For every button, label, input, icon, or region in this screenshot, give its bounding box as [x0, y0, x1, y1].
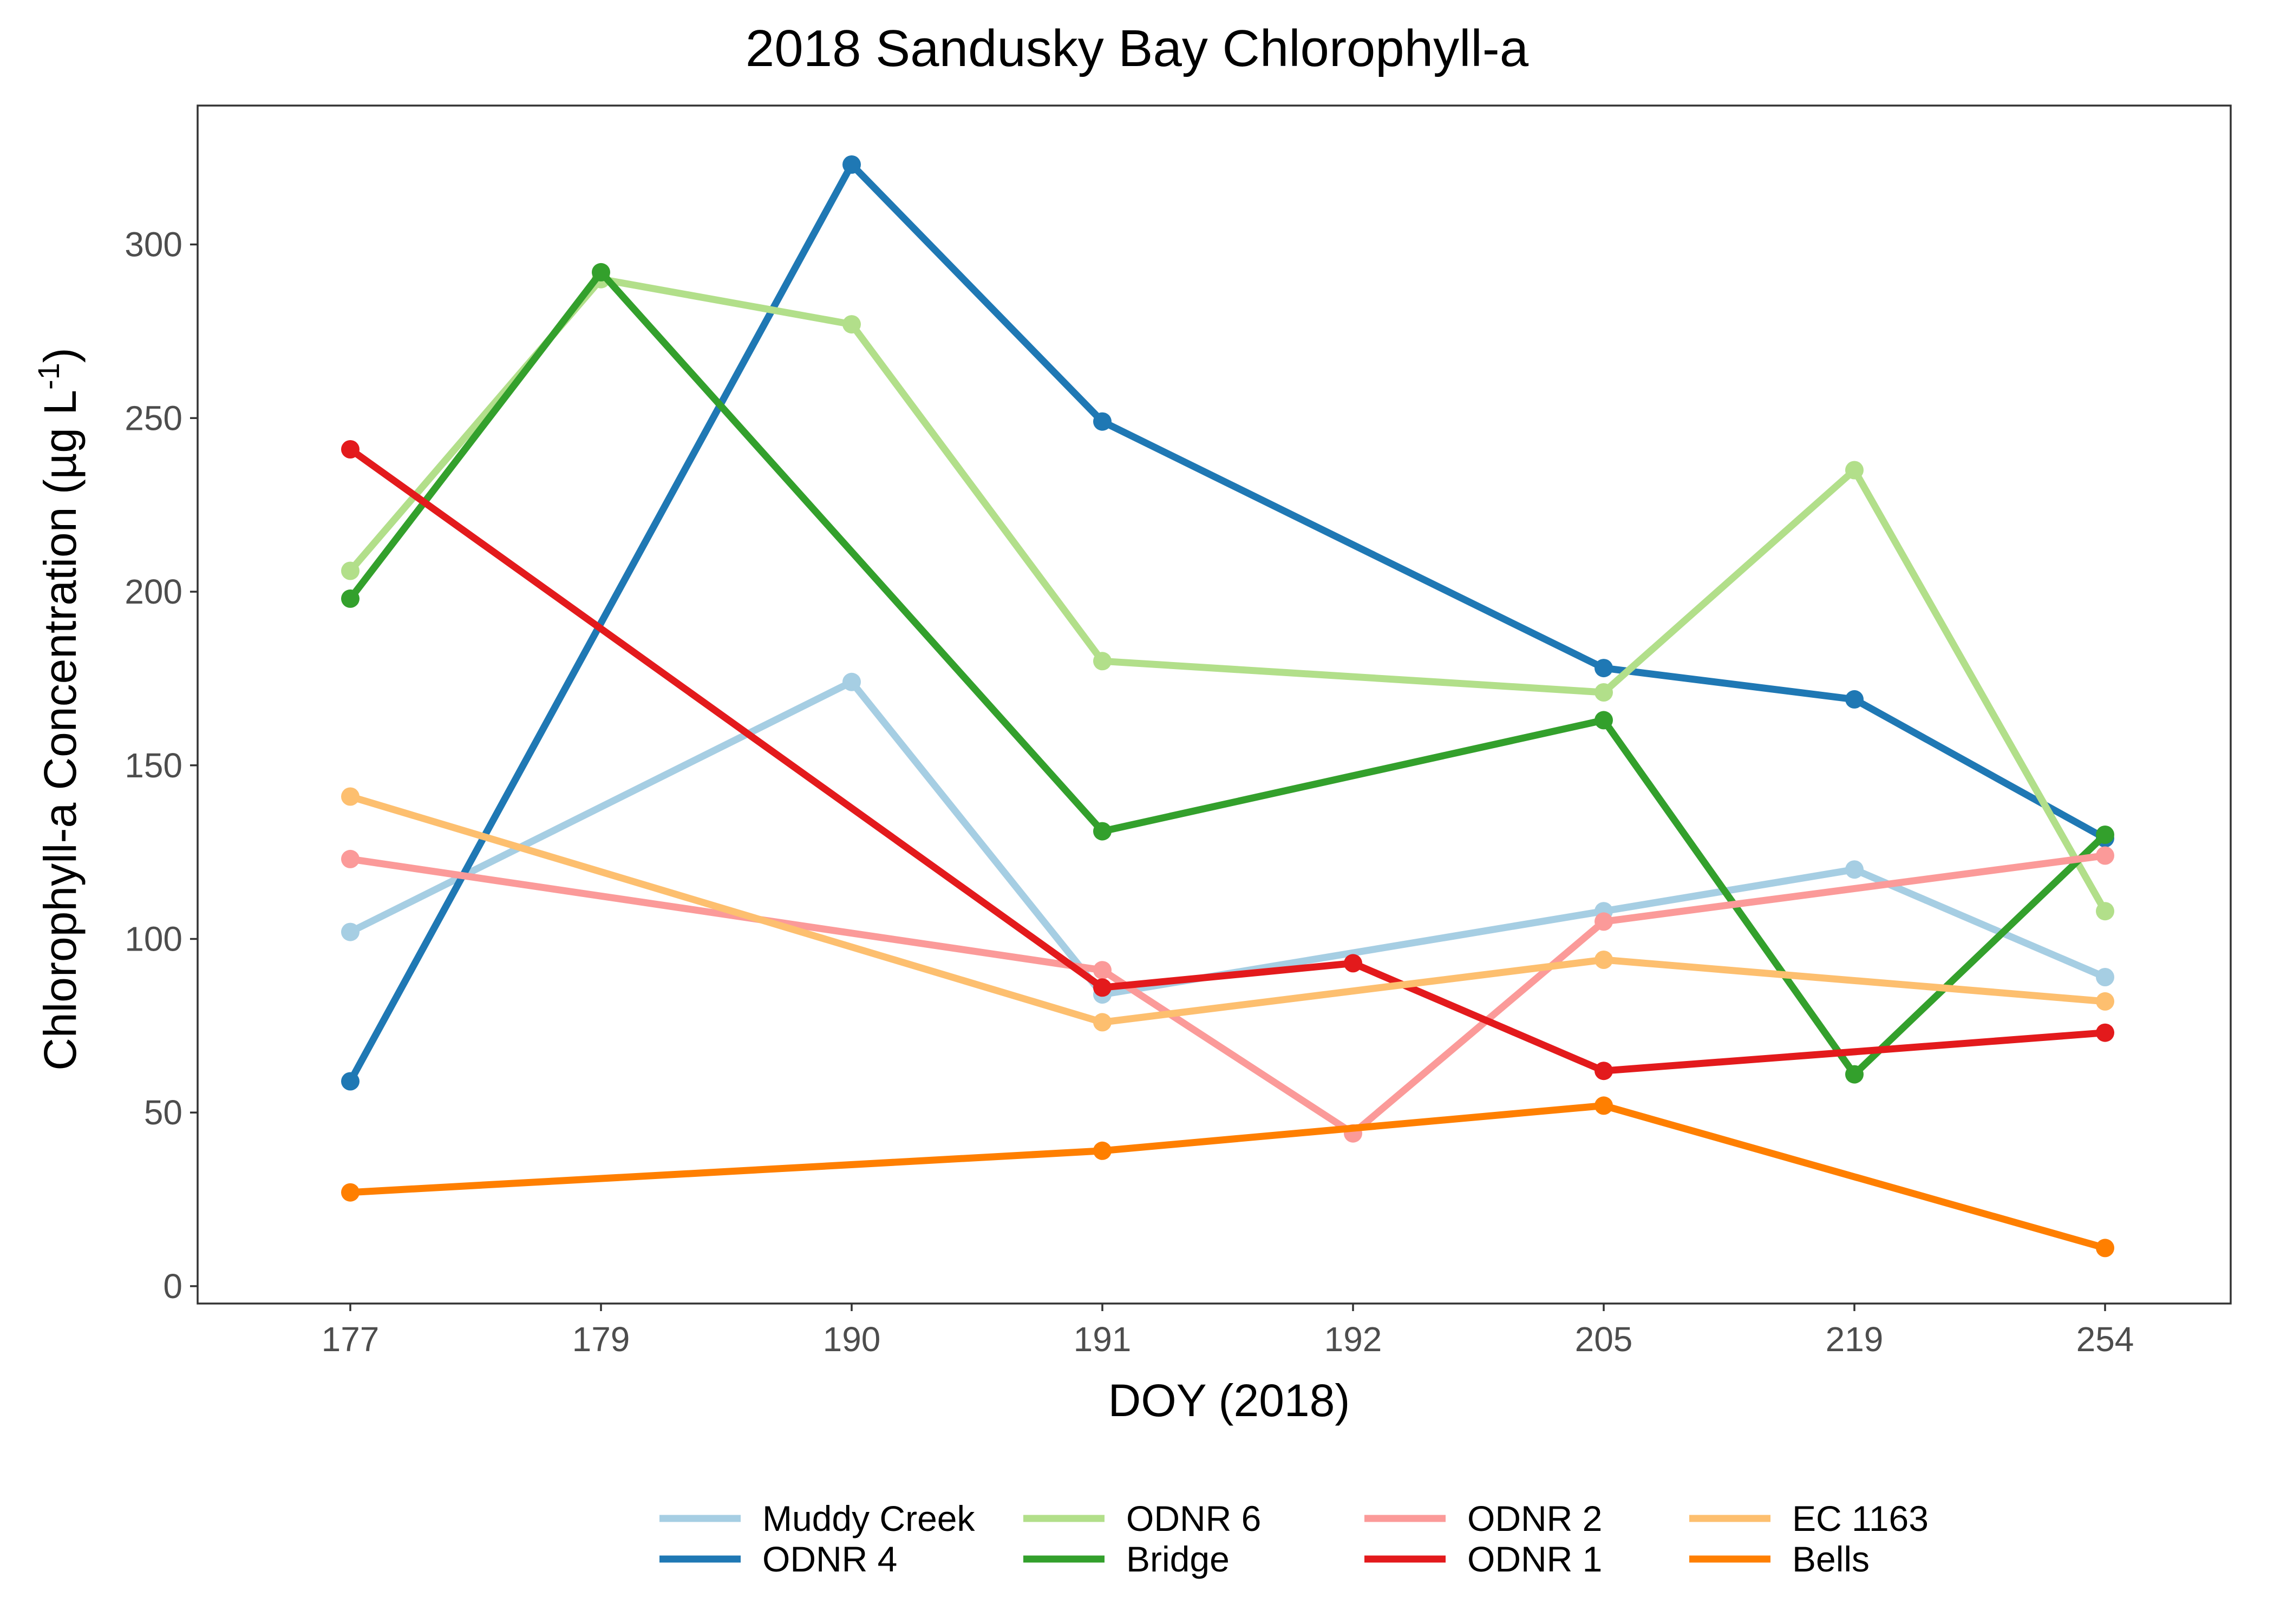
data-point-odnr-6	[1093, 652, 1112, 671]
legend-label: Bridge	[1126, 1539, 1230, 1579]
data-point-bridge	[2096, 826, 2114, 844]
data-point-bells	[1595, 1096, 1613, 1115]
x-tick-label: 191	[1074, 1320, 1132, 1359]
data-point-bells	[341, 1183, 360, 1202]
legend-item-muddy-creek: Muddy Creek	[659, 1498, 975, 1538]
panel-border	[197, 104, 2232, 1305]
x-tick-label: 179	[572, 1320, 630, 1359]
chart-title: 2018 Sandusky Bay Chlorophyll-a	[746, 19, 1529, 77]
series-line-odnr-4	[347, 161, 2107, 1083]
data-point-odnr-2	[1595, 912, 1613, 931]
data-point-bells	[2096, 1239, 2114, 1258]
y-axis-title: Chlorophyll-a Concentration (µg L-1)	[31, 348, 86, 1070]
x-tick-label: 192	[1324, 1320, 1382, 1359]
y-tick-label: 250	[125, 398, 182, 437]
legend-label: ODNR 6	[1126, 1498, 1261, 1538]
legend-item-odnr-2: ODNR 2	[1364, 1498, 1602, 1538]
y-axis-title-superscript: -1	[31, 363, 66, 390]
data-point-muddy-creek	[341, 922, 360, 941]
legend-label: EC 1163	[1792, 1498, 1929, 1538]
data-point-odnr-6	[2096, 902, 2114, 921]
data-point-bridge	[1595, 711, 1613, 730]
legend-item-bells: Bells	[1689, 1539, 1870, 1579]
data-point-odnr-1	[1595, 1062, 1613, 1081]
data-point-bridge	[1845, 1065, 1864, 1084]
data-point-odnr-4	[1093, 412, 1112, 431]
x-tick-label: 219	[1826, 1320, 1884, 1359]
x-tick-label: 205	[1575, 1320, 1633, 1359]
data-point-ec-1163	[2096, 992, 2114, 1011]
series-line-muddy-creek	[349, 678, 2107, 998]
y-tick-label: 300	[125, 225, 182, 264]
data-point-odnr-4	[1845, 690, 1864, 709]
legend-item-odnr-6: ODNR 6	[1023, 1498, 1261, 1538]
legend-label: ODNR 2	[1467, 1498, 1602, 1538]
series-line-bridge	[347, 269, 2108, 1078]
data-point-odnr-6	[1595, 683, 1613, 702]
y-tick-label: 100	[125, 919, 182, 958]
y-axis-title-main: Chlorophyll-a Concentration (µg L	[35, 390, 86, 1071]
data-point-bridge	[341, 589, 360, 608]
data-point-bridge	[1093, 822, 1112, 841]
data-point-odnr-2	[1093, 961, 1112, 980]
data-point-ec-1163	[1595, 951, 1613, 969]
data-point-bridge	[592, 263, 610, 281]
y-axis-title-close: )	[35, 348, 86, 363]
data-point-odnr-1	[1344, 954, 1362, 973]
plot-area	[341, 155, 2114, 1258]
data-point-ec-1163	[1093, 1013, 1112, 1032]
legend-label: ODNR 4	[762, 1539, 897, 1579]
x-axis-title: DOY (2018)	[1108, 1375, 1350, 1426]
series-line-bells	[350, 1102, 2106, 1252]
data-point-muddy-creek	[1845, 860, 1864, 879]
legend-label: Bells	[1792, 1539, 1870, 1579]
series-line-odnr-2	[350, 852, 2106, 1137]
data-point-odnr-2	[2096, 846, 2114, 865]
data-point-odnr-1	[2096, 1023, 2114, 1042]
data-point-ec-1163	[341, 787, 360, 806]
data-point-odnr-1	[1093, 978, 1112, 997]
legend-item-bridge: Bridge	[1023, 1539, 1230, 1579]
y-tick-label: 150	[125, 746, 182, 785]
y-tick-label: 200	[125, 572, 182, 611]
data-point-odnr-4	[1595, 659, 1613, 678]
data-point-odnr-6	[1845, 461, 1864, 480]
data-point-odnr-1	[341, 440, 360, 459]
data-point-odnr-4	[341, 1072, 360, 1091]
data-point-odnr-6	[341, 561, 360, 580]
data-point-odnr-6	[842, 315, 861, 334]
legend-item-odnr-4: ODNR 4	[659, 1539, 897, 1579]
x-tick-label: 177	[322, 1320, 380, 1359]
data-point-odnr-2	[341, 849, 360, 868]
data-point-muddy-creek	[842, 672, 861, 691]
y-tick-label: 0	[163, 1267, 182, 1306]
axes: 0 50 100 150 200 250 300 177 179 190 191 192 205 219 2…	[125, 104, 2232, 1359]
x-tick-label: 254	[2076, 1320, 2134, 1359]
legend-item-ec-1163: EC 1163	[1689, 1498, 1929, 1538]
y-tick-label: 50	[144, 1093, 182, 1132]
legend-label: Muddy Creek	[762, 1498, 975, 1538]
legend-item-odnr-1: ODNR 1	[1364, 1539, 1602, 1579]
legend-label: ODNR 1	[1467, 1539, 1602, 1579]
data-point-odnr-4	[842, 155, 861, 174]
series-line-ec-1163	[349, 793, 2106, 1026]
data-point-bells	[1093, 1141, 1112, 1160]
x-tick-label: 190	[823, 1320, 881, 1359]
data-point-muddy-creek	[2096, 968, 2114, 986]
